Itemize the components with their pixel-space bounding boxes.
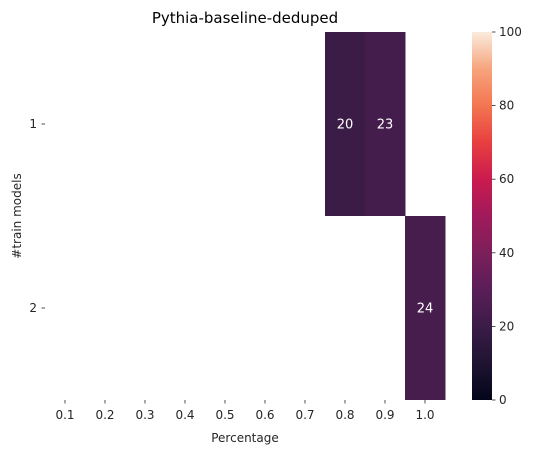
colorbar-tick-label: 100 — [499, 25, 522, 39]
colorbar-tick-label: 0 — [499, 393, 507, 407]
x-tick-label: 0.3 — [135, 408, 154, 422]
x-tick-label: 0.6 — [255, 408, 274, 422]
x-tick-label: 0.4 — [175, 408, 194, 422]
heatmap-cell-labels: 20 23 24 — [337, 118, 434, 317]
x-tick-label: 0.8 — [335, 408, 354, 422]
y-tick-label: 1 — [29, 117, 37, 131]
colorbar-tick-label: 40 — [499, 246, 514, 260]
colorbar-tick-label: 60 — [499, 172, 514, 186]
colorbar-tick-label: 80 — [499, 99, 514, 113]
heatmap-cell — [365, 32, 406, 216]
colorbar-ticks: 0 20 40 60 80 100 — [492, 25, 522, 407]
x-tick-label: 1.0 — [415, 408, 434, 422]
colorbar-tick-label: 20 — [499, 319, 514, 333]
x-axis-ticks: 0.1 0.2 0.3 0.4 0.5 0.6 0.7 0.8 0.9 1.0 — [55, 400, 435, 422]
heatmap-cell — [325, 32, 366, 216]
heatmap-cells — [325, 32, 446, 400]
x-axis-label: Percentage — [211, 431, 279, 445]
x-tick-label: 0.9 — [375, 408, 394, 422]
heatmap-cell — [405, 216, 446, 400]
cell-value-label: 24 — [417, 302, 434, 317]
x-tick-label: 0.2 — [95, 408, 114, 422]
x-tick-label: 0.7 — [295, 408, 314, 422]
colorbar — [472, 32, 492, 400]
x-tick-label: 0.1 — [55, 408, 74, 422]
x-tick-label: 0.5 — [215, 408, 234, 422]
cell-value-label: 20 — [337, 118, 354, 133]
y-axis-label: #train models — [10, 173, 24, 258]
y-tick-label: 2 — [29, 301, 37, 315]
cell-value-label: 23 — [377, 118, 394, 133]
y-axis-ticks: 12 — [29, 117, 45, 315]
chart-title: Pythia-baseline-deduped — [152, 9, 338, 27]
